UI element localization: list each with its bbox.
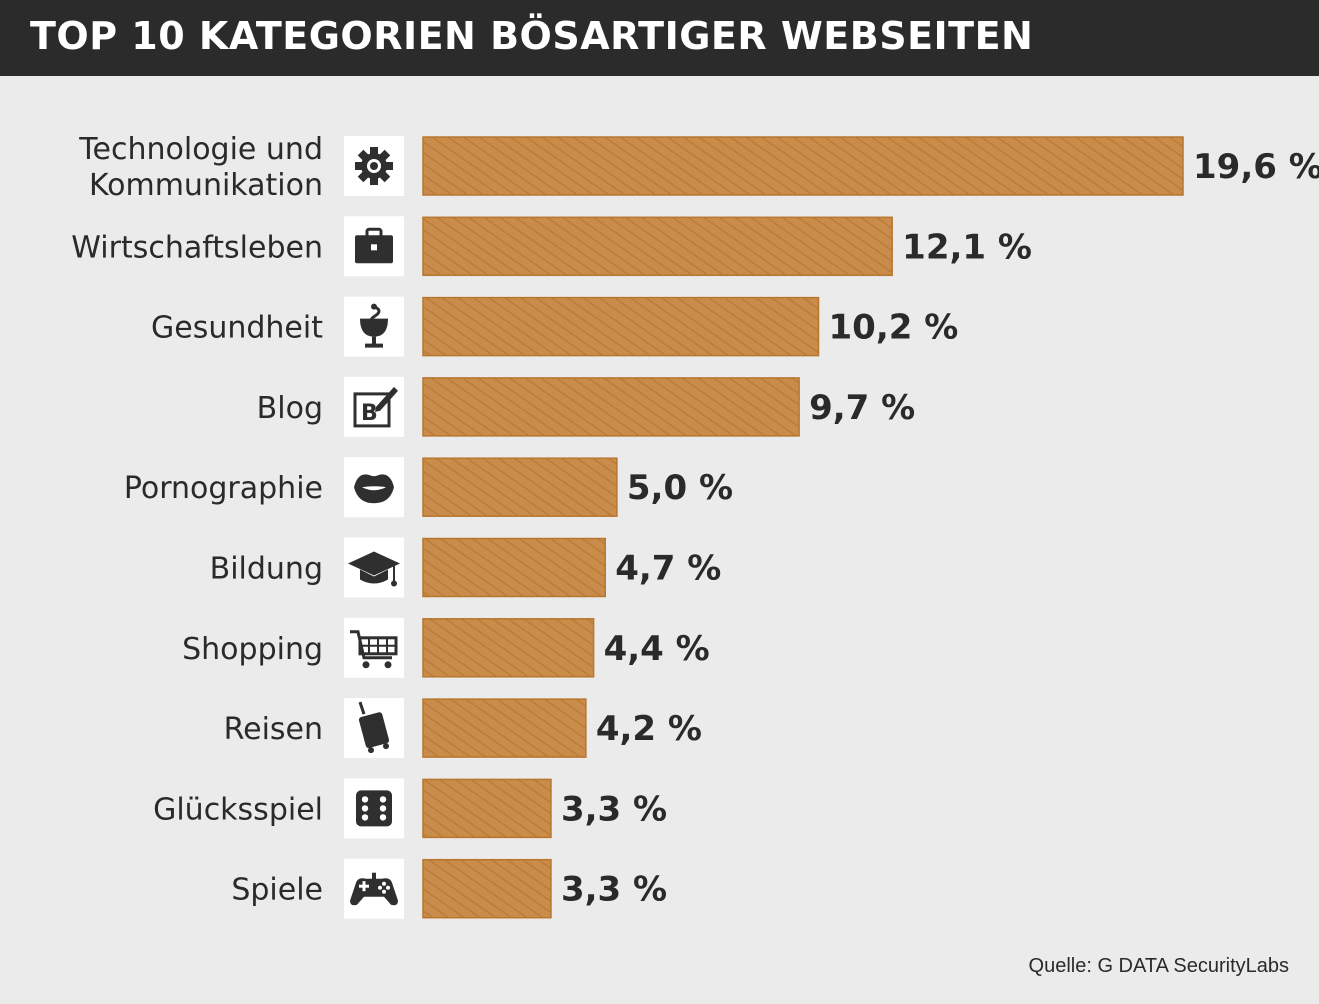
gear-icon xyxy=(344,136,404,196)
suitcase-icon xyxy=(344,698,404,759)
bar xyxy=(422,618,595,678)
value-label: 3,3 % xyxy=(561,870,667,910)
category-label: Spiele xyxy=(231,873,323,908)
category-label: Shopping xyxy=(182,632,323,667)
category-label: Pornographie xyxy=(124,471,323,506)
value-label: 9,7 % xyxy=(809,388,915,428)
bar xyxy=(422,457,618,517)
source-note: Quelle: G DATA SecurityLabs xyxy=(1028,955,1289,977)
value-label: 5,0 % xyxy=(627,468,733,508)
category-label: Bildung xyxy=(210,552,323,587)
svg-text:B: B xyxy=(361,401,378,426)
shopping-cart-icon xyxy=(344,617,404,678)
bar xyxy=(422,858,552,919)
value-label: 10,2 % xyxy=(829,308,959,348)
bar xyxy=(422,136,1184,196)
category-label: Gesundheit xyxy=(151,311,323,346)
bar xyxy=(422,537,606,598)
category-label: Technologie und Kommunikation xyxy=(78,132,323,203)
bar xyxy=(422,778,552,839)
bar xyxy=(422,698,587,758)
category-label: Wirtschaftsleben xyxy=(71,230,323,265)
value-label: 3,3 % xyxy=(561,789,667,829)
chart-title: TOP 10 KATEGORIEN BÖSARTIGER WEBSEITEN xyxy=(30,14,1034,58)
category-label: Reisen xyxy=(224,712,323,747)
bar xyxy=(422,216,893,277)
bar xyxy=(422,377,800,437)
value-label: 4,4 % xyxy=(604,629,710,669)
value-label: 12,1 % xyxy=(902,227,1032,267)
lips-icon xyxy=(344,457,404,518)
value-label: 4,7 % xyxy=(615,549,721,589)
briefcase-icon xyxy=(344,216,404,277)
dice-icon xyxy=(344,778,404,839)
gamepad-icon xyxy=(344,858,404,919)
health-icon xyxy=(344,296,404,357)
category-label: Blog xyxy=(257,391,323,426)
category-label: Glücksspiel xyxy=(153,792,323,827)
value-label: 4,2 % xyxy=(596,709,702,749)
title-bar: TOP 10 KATEGORIEN BÖSARTIGER WEBSEITEN xyxy=(0,0,1319,76)
bar xyxy=(422,296,820,357)
value-label: 19,6 % xyxy=(1193,147,1319,187)
blog-icon: B xyxy=(344,376,404,437)
graduation-cap-icon xyxy=(344,537,404,598)
